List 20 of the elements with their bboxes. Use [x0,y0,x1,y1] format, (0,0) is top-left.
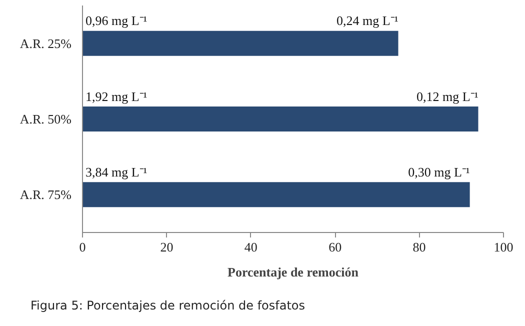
bar [82,30,398,56]
annotation: 3,84 mg L⁻¹ [86,164,148,180]
annotation: 0,30 mg L⁻¹ [408,164,470,180]
x-tick-label: 0 [79,240,86,254]
x-tick-label: 20 [160,240,174,254]
annotation: 0,96 mg L⁻¹ [86,13,148,28]
text: Figura 5: Porcentajes de remoción de fosfatos [30,298,306,312]
annotation: 1,92 mg L⁻¹ [86,88,148,104]
y-tick-label: A.R. 50% [20,112,72,126]
x-tick-label: 100 [494,240,514,254]
bar [82,182,470,208]
y-tick-label: A.R. 25% [20,36,72,51]
y-tick-label: A.R. 75% [20,187,72,202]
x-tick-label: 40 [244,240,258,254]
x-tick-label: 60 [328,240,342,254]
annotation: 0,24 mg L⁻¹ [336,13,398,28]
x-tick-label: 80 [412,240,426,254]
annotation: 0,12 mg L⁻¹ [416,88,478,104]
x-axis-title: Porcentaje de remoción [228,264,360,280]
bar [82,106,478,132]
